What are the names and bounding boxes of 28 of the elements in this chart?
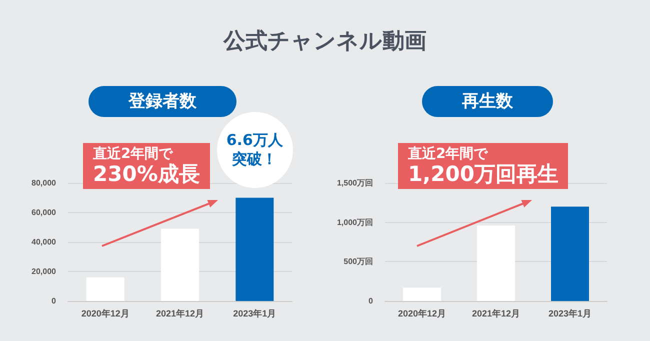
x-tick-label: 2023年1月 (548, 308, 592, 318)
y-tick-label: 80,000 (32, 178, 57, 188)
bar (236, 198, 274, 301)
annotation: 6.6万人突破！ (226, 131, 284, 168)
x-tick-label: 2020年12月 (398, 308, 446, 318)
chart-title: 再生数 (461, 92, 514, 112)
y-tick-label: 1,000万回 (336, 218, 373, 227)
y-tick-label: 60,000 (32, 208, 57, 217)
bar (551, 206, 589, 301)
bar (403, 288, 441, 301)
chart-subtitle: 登録者数 (128, 92, 198, 112)
x-tick-label: 2023年1月 (233, 308, 276, 318)
bar (477, 225, 515, 301)
bar (161, 228, 199, 301)
x-tick-label: 2021年12月 (472, 308, 520, 318)
bar (86, 277, 124, 301)
y-tick-label: 1,500万回 (336, 178, 373, 188)
annotation: 直近2年間で 230%成長 (93, 146, 200, 186)
y-tick-label: 0 (368, 296, 374, 306)
y-tick-label: 40,000 (32, 238, 57, 246)
chart-title: 公式チャンネル動画 (222, 28, 428, 56)
speech-bubble: 6.6万人突破！ (216, 112, 293, 188)
y-tick-label: 20,000 (32, 267, 57, 276)
y-tick-label: 500万回 (344, 257, 373, 266)
x-tick-label: 2021年12月 (156, 308, 204, 318)
x-tick-label: 2020年12月 (81, 308, 130, 318)
annotation: 直近2年間で 1,200万回再生 (408, 146, 558, 186)
y-tick-label: 0 (52, 296, 57, 306)
